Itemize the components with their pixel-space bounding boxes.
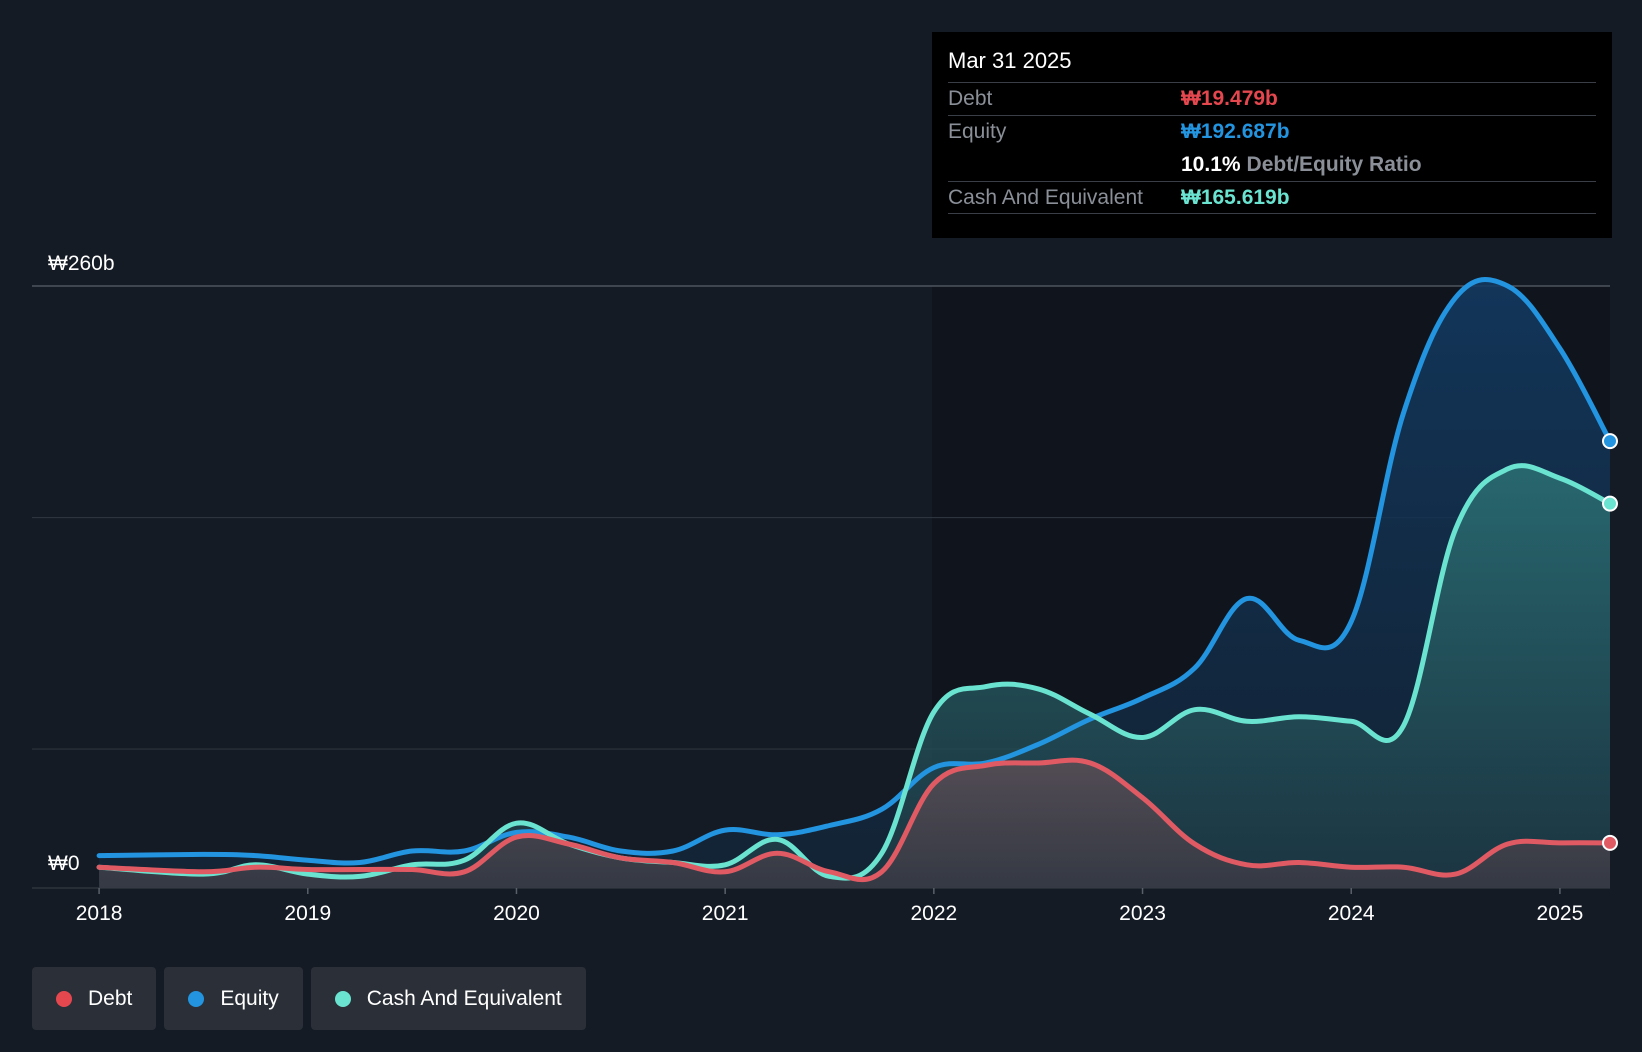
equity-line bbox=[96, 277, 1613, 866]
tooltip-date: Mar 31 2025 bbox=[948, 48, 1072, 73]
x-tick-label: 2024 bbox=[1328, 902, 1375, 925]
y-axis-bottom-label: ₩0 bbox=[48, 852, 80, 875]
tooltip-ratio-label: Debt/Equity Ratio bbox=[1246, 152, 1422, 176]
x-tick-label: 2022 bbox=[910, 902, 957, 925]
x-tick-label: 2021 bbox=[702, 902, 749, 925]
tooltip-debt-value: ₩19.479b bbox=[1181, 87, 1278, 110]
debt-line bbox=[96, 757, 1613, 883]
tooltip-debt-label: Debt bbox=[948, 87, 993, 110]
legend-dot-cash-icon bbox=[334, 990, 351, 1007]
debt-endpoint-marker bbox=[1602, 834, 1618, 851]
legend-label-equity: Equity bbox=[220, 986, 279, 1010]
tooltip-row-ratio: 10.1% Debt/Equity Ratio bbox=[948, 148, 1596, 181]
tooltip-equity-label: Equity bbox=[948, 120, 1007, 143]
cash-endpoint-marker bbox=[1602, 495, 1618, 512]
legend-item-cash[interactable]: Cash And Equivalent bbox=[310, 967, 586, 1030]
cash-area bbox=[99, 465, 1611, 888]
tooltip-cash-label: Cash And Equivalent bbox=[948, 185, 1143, 209]
x-tick-label: 2023 bbox=[1119, 902, 1166, 925]
x-axis-ticks: 2018 2019 2020 2021 2022 2023 2024 2025 bbox=[76, 888, 1584, 925]
series-endpoints bbox=[1602, 433, 1618, 851]
x-tick-label: 2020 bbox=[493, 902, 540, 925]
x-tick-label: 2018 bbox=[76, 902, 123, 925]
tooltip-cash-value: ₩165.619b bbox=[1181, 185, 1290, 209]
x-tick-label: 2019 bbox=[284, 902, 331, 925]
cash-line bbox=[96, 463, 1613, 881]
tooltip-row-debt: Debt ₩19.479b bbox=[948, 82, 1596, 115]
tooltip-panel: Mar 31 2025 Debt ₩19.479b Equity ₩192.68… bbox=[932, 32, 1612, 238]
x-tick-label: 2025 bbox=[1537, 902, 1584, 925]
tooltip-equity-value: ₩192.687b bbox=[1181, 120, 1290, 143]
legend-item-equity[interactable]: Equity bbox=[164, 967, 303, 1030]
legend-dot-equity-icon bbox=[188, 990, 205, 1007]
legend-dot-debt-icon bbox=[56, 990, 72, 1007]
tooltip-row-cash: Cash And Equivalent ₩165.619b bbox=[948, 181, 1596, 214]
tooltip-ratio-value: 10.1% bbox=[1181, 152, 1241, 176]
legend-label-debt: Debt bbox=[88, 986, 133, 1010]
chart-legend: Debt Equity Cash And Equivalent bbox=[32, 967, 586, 1030]
y-axis-top-label: ₩260b bbox=[48, 252, 115, 275]
tooltip-row-equity: Equity ₩192.687b bbox=[948, 115, 1596, 148]
series-lines bbox=[96, 277, 1613, 883]
legend-item-debt[interactable]: Debt bbox=[32, 967, 157, 1030]
legend-label-cash: Cash And Equivalent bbox=[366, 986, 562, 1010]
equity-endpoint-marker bbox=[1602, 433, 1618, 450]
